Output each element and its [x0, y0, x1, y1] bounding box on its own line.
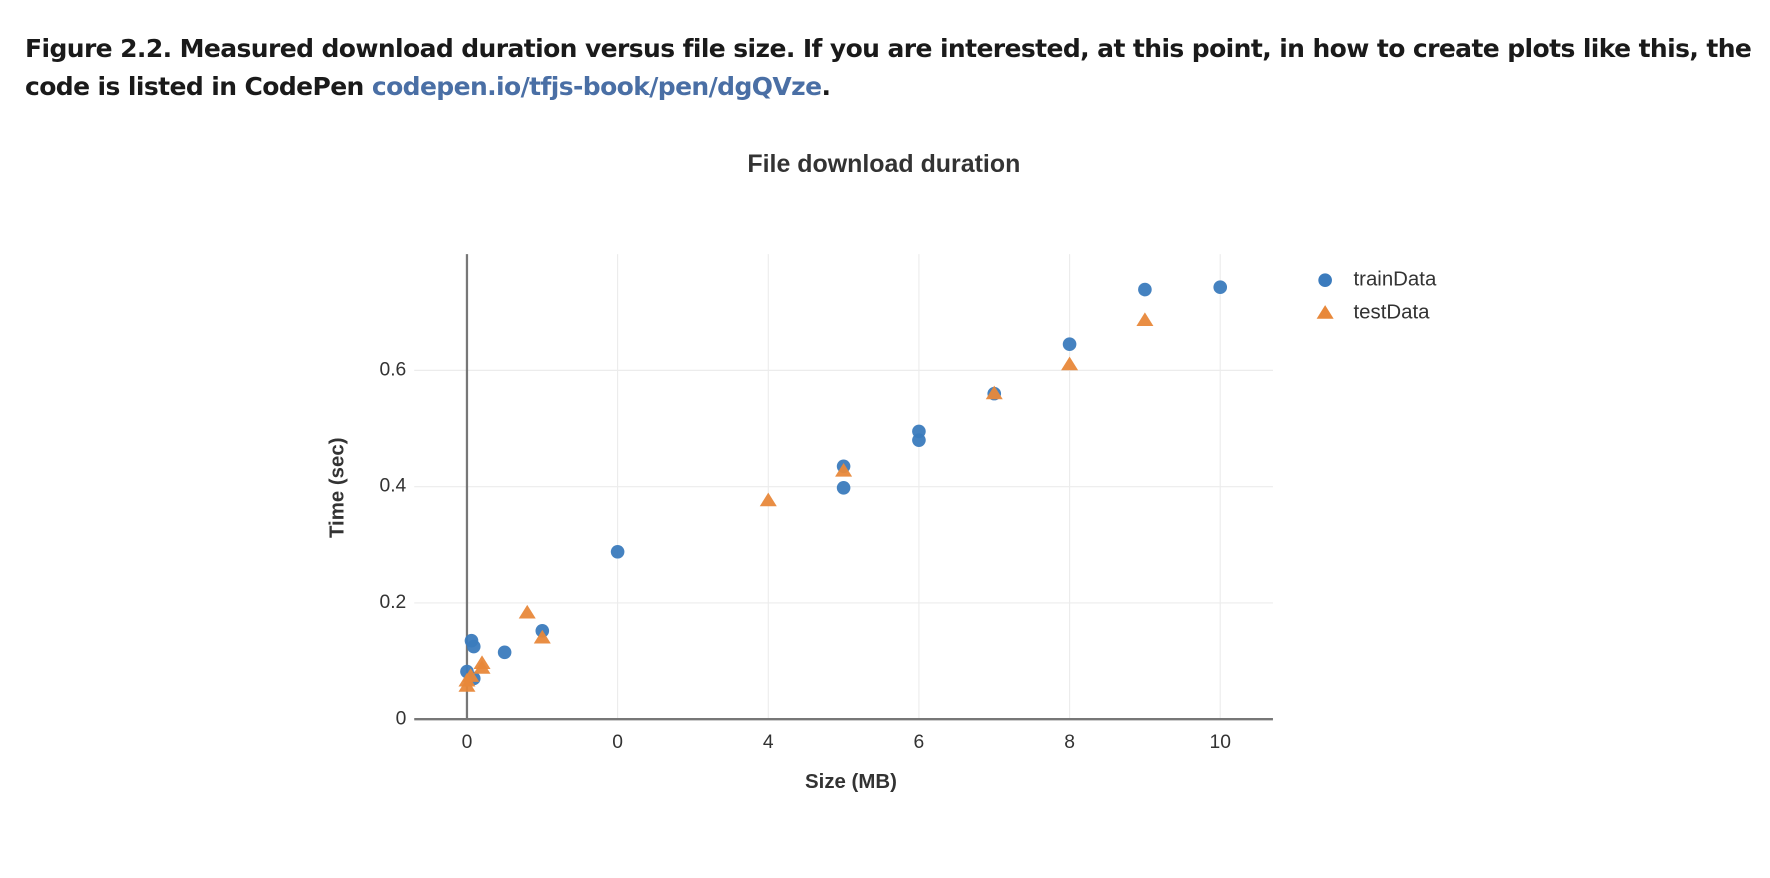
- data-point: [985, 385, 1003, 400]
- data-point: [462, 668, 480, 682]
- data-point: [1061, 356, 1079, 371]
- data-point: [912, 433, 926, 447]
- y-tick-label: 0: [396, 708, 407, 729]
- data-point: [473, 660, 491, 674]
- data-point: [836, 480, 851, 495]
- data-point: [759, 492, 777, 507]
- x-tick-label: 6: [914, 732, 925, 753]
- y-tick-label: 0.2: [380, 592, 407, 613]
- chart-title: File download duration: [747, 150, 1020, 178]
- legend-marker: [1316, 305, 1334, 319]
- x-tick-label: 8: [1064, 732, 1075, 753]
- data-point: [1138, 282, 1152, 297]
- x-tick-label: 10: [1210, 732, 1231, 753]
- data-point: [835, 463, 853, 477]
- data-point: [466, 639, 481, 654]
- y-tick-label: 0.6: [380, 359, 407, 380]
- caption-text: Figure 2.2. Measured download duration v…: [25, 34, 1752, 101]
- data-point: [610, 544, 625, 559]
- data-point: [1213, 280, 1228, 295]
- legend-label: trainData: [1353, 269, 1436, 291]
- data-point: [533, 629, 551, 644]
- x-tick-label: 0: [612, 732, 623, 753]
- x-tick-label: 0: [462, 732, 473, 753]
- legend-label: testData: [1353, 301, 1430, 323]
- y-tick-label: 0.4: [380, 476, 407, 497]
- legend-marker: [1318, 273, 1332, 287]
- data-point: [1062, 337, 1077, 352]
- x-tick-label: 4: [763, 732, 774, 753]
- caption-end: .: [821, 72, 831, 101]
- caption-link[interactable]: codepen.io/tfjs-book/pen/dgQVze: [371, 72, 822, 101]
- data-point: [1136, 312, 1154, 327]
- y-axis-label: Time (sec): [327, 437, 349, 538]
- data-point: [518, 604, 536, 619]
- x-axis-label: Size (MB): [805, 771, 897, 793]
- data-point: [497, 645, 512, 660]
- figure-caption: Figure 2.2. Measured download duration v…: [25, 30, 1755, 106]
